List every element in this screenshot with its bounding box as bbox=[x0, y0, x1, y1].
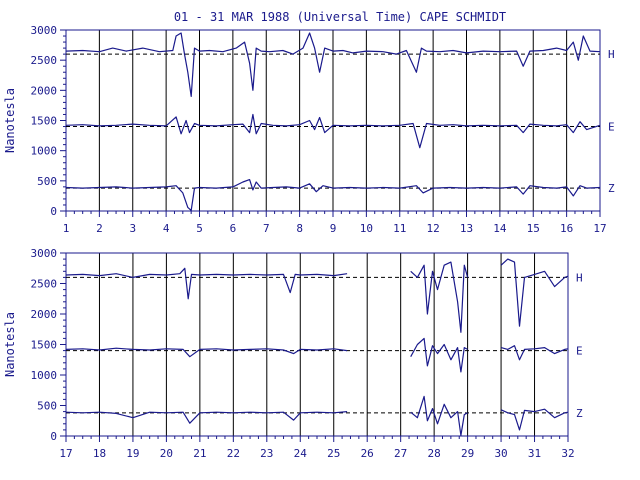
x-tick-label-20: 20 bbox=[160, 447, 173, 460]
x-tick-label-30: 30 bbox=[494, 447, 507, 460]
series-H-line-2 bbox=[500, 258, 569, 327]
y-axis-label: Nanotesla bbox=[3, 312, 17, 377]
y-tick-label-2500: 2500 bbox=[31, 278, 58, 291]
y-tick-label-2000: 2000 bbox=[31, 84, 58, 97]
x-tick-label-11: 11 bbox=[393, 222, 406, 235]
x-tick-label-17: 17 bbox=[593, 222, 606, 235]
series-Z-line-0 bbox=[65, 411, 348, 424]
y-tick-label-500: 500 bbox=[37, 400, 57, 413]
y-tick-label-0: 0 bbox=[50, 205, 57, 218]
x-tick-label-14: 14 bbox=[493, 222, 507, 235]
series-H-line-0 bbox=[65, 267, 348, 300]
x-tick-label-6: 6 bbox=[230, 222, 237, 235]
series-E-line-1 bbox=[410, 337, 468, 373]
x-tick-label-19: 19 bbox=[126, 447, 139, 460]
y-axis-label: Nanotesla bbox=[3, 88, 17, 153]
series-label-H: H bbox=[576, 271, 583, 284]
y-tick-label-2000: 2000 bbox=[31, 308, 58, 321]
x-tick-label-16: 16 bbox=[560, 222, 573, 235]
series-H-line-1 bbox=[410, 261, 469, 333]
x-tick-label-26: 26 bbox=[361, 447, 374, 460]
x-tick-label-4: 4 bbox=[163, 222, 170, 235]
x-tick-label-32: 32 bbox=[561, 447, 574, 460]
series-E-line-0 bbox=[65, 113, 601, 149]
series-Z-line-1 bbox=[410, 395, 468, 436]
x-tick-label-31: 31 bbox=[528, 447, 541, 460]
series-E-line-0 bbox=[65, 347, 348, 358]
x-tick-label-22: 22 bbox=[227, 447, 240, 460]
series-label-Z: Z bbox=[608, 182, 615, 195]
x-tick-label-29: 29 bbox=[461, 447, 474, 460]
series-label-E: E bbox=[576, 345, 583, 358]
series-H-line-0 bbox=[65, 32, 601, 98]
y-tick-label-500: 500 bbox=[37, 175, 57, 188]
x-tick-label-1: 1 bbox=[63, 222, 70, 235]
x-tick-label-9: 9 bbox=[330, 222, 337, 235]
y-tick-label-1000: 1000 bbox=[31, 145, 58, 158]
x-tick-label-5: 5 bbox=[196, 222, 203, 235]
y-tick-label-3000: 3000 bbox=[31, 24, 58, 37]
y-tick-label-3000: 3000 bbox=[31, 247, 58, 260]
x-tick-label-13: 13 bbox=[460, 222, 473, 235]
x-tick-label-7: 7 bbox=[263, 222, 270, 235]
series-label-E: E bbox=[608, 121, 615, 134]
x-tick-label-27: 27 bbox=[394, 447, 407, 460]
x-tick-label-3: 3 bbox=[129, 222, 136, 235]
y-tick-label-0: 0 bbox=[50, 430, 57, 443]
x-tick-label-12: 12 bbox=[427, 222, 440, 235]
series-Z-line-2 bbox=[500, 408, 569, 431]
series-label-Z: Z bbox=[576, 407, 583, 420]
x-tick-label-8: 8 bbox=[296, 222, 303, 235]
x-tick-label-18: 18 bbox=[93, 447, 106, 460]
series-label-H: H bbox=[608, 48, 615, 61]
x-tick-label-25: 25 bbox=[327, 447, 340, 460]
y-tick-label-1500: 1500 bbox=[31, 115, 58, 128]
plot-frame bbox=[65, 252, 569, 437]
series-E-line-2 bbox=[500, 345, 569, 361]
x-tick-label-23: 23 bbox=[260, 447, 273, 460]
y-tick-label-2500: 2500 bbox=[31, 54, 58, 67]
y-tick-label-1000: 1000 bbox=[31, 369, 58, 382]
x-tick-label-15: 15 bbox=[527, 222, 540, 235]
x-tick-label-2: 2 bbox=[96, 222, 103, 235]
y-tick-label-1500: 1500 bbox=[31, 339, 58, 352]
x-tick-label-10: 10 bbox=[360, 222, 373, 235]
series-Z-line-0 bbox=[65, 179, 601, 211]
x-tick-label-24: 24 bbox=[294, 447, 308, 460]
panel-2: 0 500 1000 1500 2000 2500 3000 17 18 19 20 21 22 23 24… bbox=[3, 247, 583, 460]
x-tick-label-17: 17 bbox=[59, 447, 72, 460]
chart-title: 01 - 31 MAR 1988 (Universal Time) CAPE S… bbox=[174, 10, 506, 24]
x-tick-label-28: 28 bbox=[428, 447, 441, 460]
x-tick-label-21: 21 bbox=[193, 447, 206, 460]
